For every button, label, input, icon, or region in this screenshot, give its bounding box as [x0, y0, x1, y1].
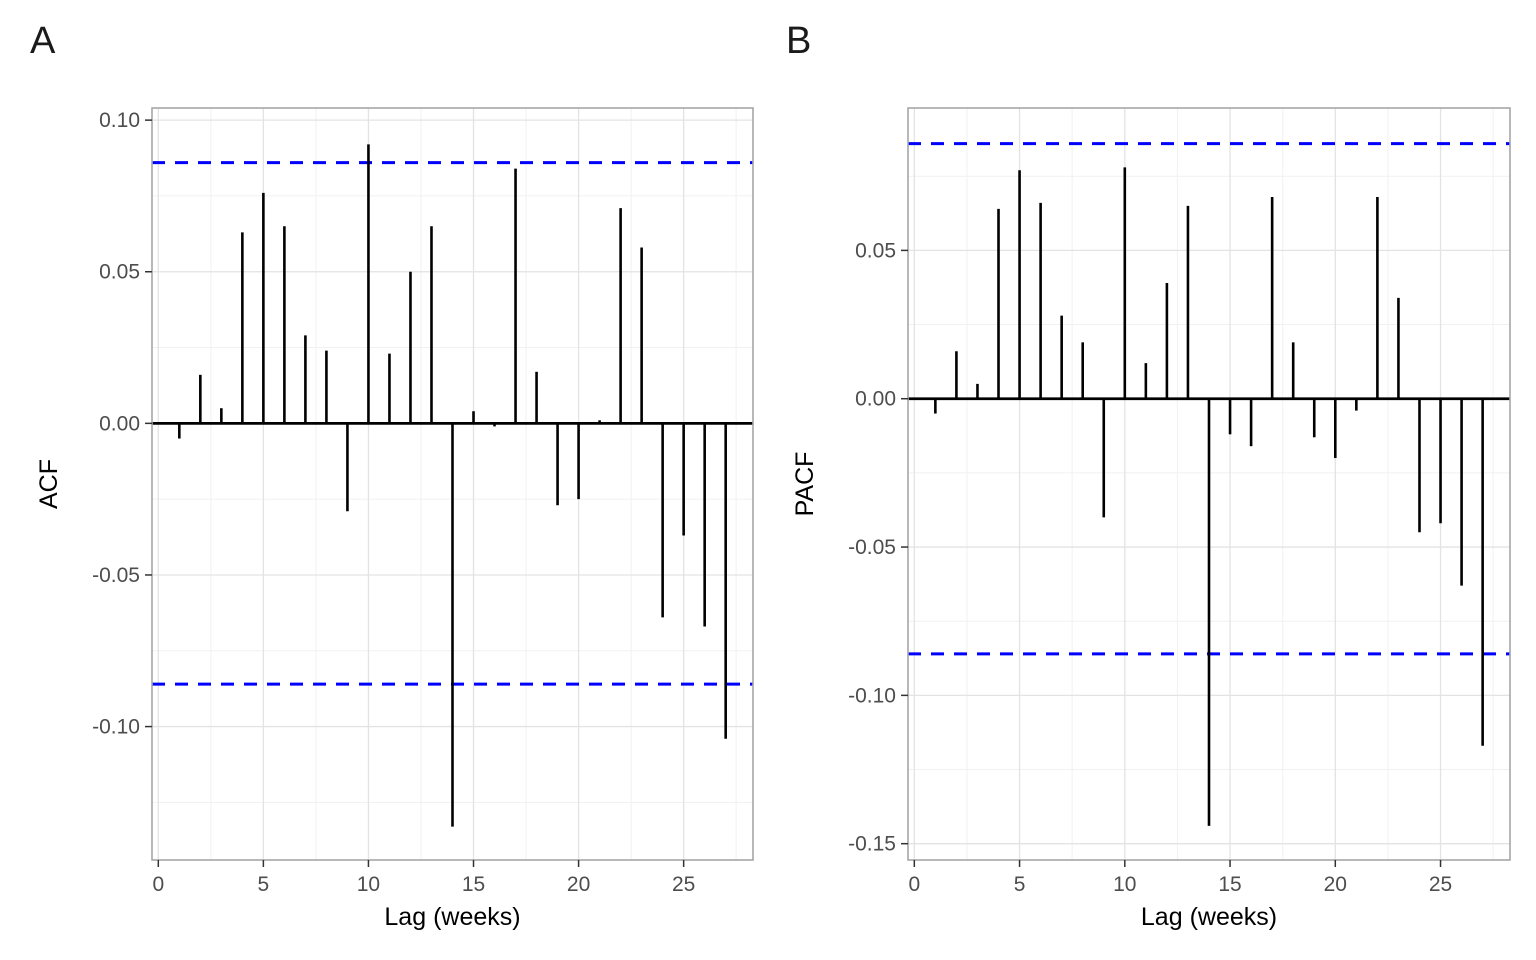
- x-tick-label: 0: [152, 873, 164, 896]
- y-tick-label: -0.05: [92, 564, 140, 587]
- x-tick-label: 20: [567, 873, 590, 896]
- x-tick-label: 0: [908, 873, 920, 896]
- panel-label-b: B: [786, 20, 812, 62]
- x-tick-label: 20: [1324, 873, 1347, 896]
- panel-border: [907, 107, 1511, 861]
- panel-border: [151, 107, 754, 861]
- x-tick-label: 25: [672, 873, 695, 896]
- x-tick-label: 10: [357, 873, 380, 896]
- x-tick-label: 5: [1014, 873, 1026, 896]
- y-axis-title: PACF: [791, 452, 819, 517]
- x-axis-title: Lag (weeks): [384, 903, 520, 931]
- y-tick-label: 0.00: [99, 412, 140, 435]
- y-axis-title: ACF: [35, 459, 63, 509]
- y-tick-label: 0.05: [855, 239, 896, 262]
- x-tick-label: 15: [1218, 873, 1241, 896]
- y-tick-label: 0.05: [99, 261, 140, 284]
- y-tick-label: 0.00: [855, 388, 896, 411]
- y-tick-label: 0.10: [99, 109, 140, 132]
- x-tick-label: 15: [462, 873, 485, 896]
- y-tick-label: -0.10: [848, 684, 896, 707]
- panel-label-a: A: [30, 20, 56, 62]
- y-tick-label: -0.15: [848, 833, 896, 856]
- y-tick-label: -0.10: [92, 716, 140, 739]
- y-tick-label: -0.05: [848, 536, 896, 559]
- x-tick-label: 5: [258, 873, 270, 896]
- x-tick-label: 10: [1113, 873, 1136, 896]
- x-tick-label: 25: [1429, 873, 1452, 896]
- x-axis-title: Lag (weeks): [1141, 903, 1277, 931]
